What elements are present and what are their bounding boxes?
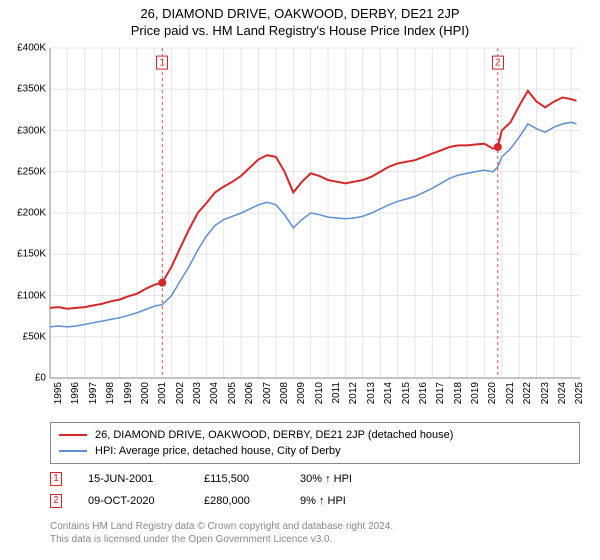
x-axis-tick-label: 2002 [175,382,186,404]
event-row: 2 09-OCT-2020 £280,000 9% ↑ HPI [50,490,580,512]
title-block: 26, DIAMOND DRIVE, OAKWOOD, DERBY, DE21 … [0,0,600,38]
x-axis-tick-label: 1999 [123,382,134,404]
x-axis-tick-label: 2022 [522,382,533,404]
x-axis-tick-label: 2014 [383,382,394,404]
y-axis-tick-label: £150K [17,249,46,260]
x-axis-tick-label: 2018 [453,382,464,404]
x-axis-tick-label: 2024 [557,382,568,404]
event-price: £115,500 [204,468,274,490]
y-axis-tick-label: £200K [17,208,46,219]
x-axis-tick-label: 1998 [105,382,116,404]
x-axis-tick-label: 2016 [418,382,429,404]
event-date: 15-JUN-2001 [88,468,178,490]
plot-area: £0£50K£100K£150K£200K£250K£300K£350K£400… [50,48,580,378]
x-axis-tick-label: 2011 [331,382,342,404]
event-marker-2: 2 [492,56,504,70]
chart-title-address: 26, DIAMOND DRIVE, OAKWOOD, DERBY, DE21 … [0,6,600,21]
x-axis-tick-label: 2001 [157,382,168,404]
legend-swatch [59,434,87,436]
x-axis-tick-label: 2019 [470,382,481,404]
legend-item: 26, DIAMOND DRIVE, OAKWOOD, DERBY, DE21 … [59,427,571,443]
event-delta: 9% ↑ HPI [300,490,346,512]
event-price: £280,000 [204,490,274,512]
y-axis-tick-label: £400K [17,43,46,54]
event-date: 09-OCT-2020 [88,490,178,512]
y-axis-tick-label: £250K [17,166,46,177]
event-marker-1: 1 [156,56,168,70]
y-axis-tick-label: £50K [23,331,46,342]
x-axis-tick-label: 2008 [279,382,290,404]
footer-line-1: Contains HM Land Registry data © Crown c… [50,520,580,533]
x-axis-tick-label: 2017 [435,382,446,404]
chart-subtitle: Price paid vs. HM Land Registry's House … [0,23,600,38]
x-axis-tick-label: 1996 [70,382,81,404]
x-axis-tick-label: 2003 [192,382,203,404]
legend-label: HPI: Average price, detached house, City… [95,443,341,459]
x-axis-tick-label: 2015 [401,382,412,404]
y-axis-tick-label: £100K [17,290,46,301]
x-axis-tick-label: 2006 [244,382,255,404]
x-axis-tick-label: 2020 [487,382,498,404]
x-axis-tick-label: 2009 [296,382,307,404]
x-axis-tick-label: 2007 [262,382,273,404]
x-axis-tick-label: 2010 [314,382,325,404]
legend: 26, DIAMOND DRIVE, OAKWOOD, DERBY, DE21 … [50,422,580,464]
legend-label: 26, DIAMOND DRIVE, OAKWOOD, DERBY, DE21 … [95,427,453,443]
y-axis-tick-label: £300K [17,125,46,136]
event-delta: 30% ↑ HPI [300,468,352,490]
x-axis-tick-label: 2005 [227,382,238,404]
chart-container: 26, DIAMOND DRIVE, OAKWOOD, DERBY, DE21 … [0,0,600,560]
footer: Contains HM Land Registry data © Crown c… [50,520,580,546]
footer-line-2: This data is licensed under the Open Gov… [50,533,580,546]
x-axis-tick-label: 2023 [540,382,551,404]
x-axis-tick-label: 1997 [88,382,99,404]
x-axis-tick-label: 2000 [140,382,151,404]
x-axis-tick-label: 2025 [574,382,585,404]
x-axis-tick-label: 2013 [366,382,377,404]
y-axis-tick-label: £0 [35,373,46,384]
legend-swatch [59,450,87,452]
x-axis-tick-label: 2004 [209,382,220,404]
legend-item: HPI: Average price, detached house, City… [59,443,571,459]
x-axis-tick-label: 2021 [505,382,516,404]
events-table: 1 15-JUN-2001 £115,500 30% ↑ HPI 2 09-OCT-202… [50,468,580,512]
plot-svg [50,48,580,378]
x-axis-tick-label: 1995 [53,382,64,404]
event-point [494,143,502,151]
event-point [158,279,166,287]
event-row: 1 15-JUN-2001 £115,500 30% ↑ HPI [50,468,580,490]
event-marker-2: 2 [50,494,62,508]
x-axis-tick-label: 2012 [348,382,359,404]
y-axis-tick-label: £350K [17,84,46,95]
event-marker-1: 1 [50,472,62,486]
